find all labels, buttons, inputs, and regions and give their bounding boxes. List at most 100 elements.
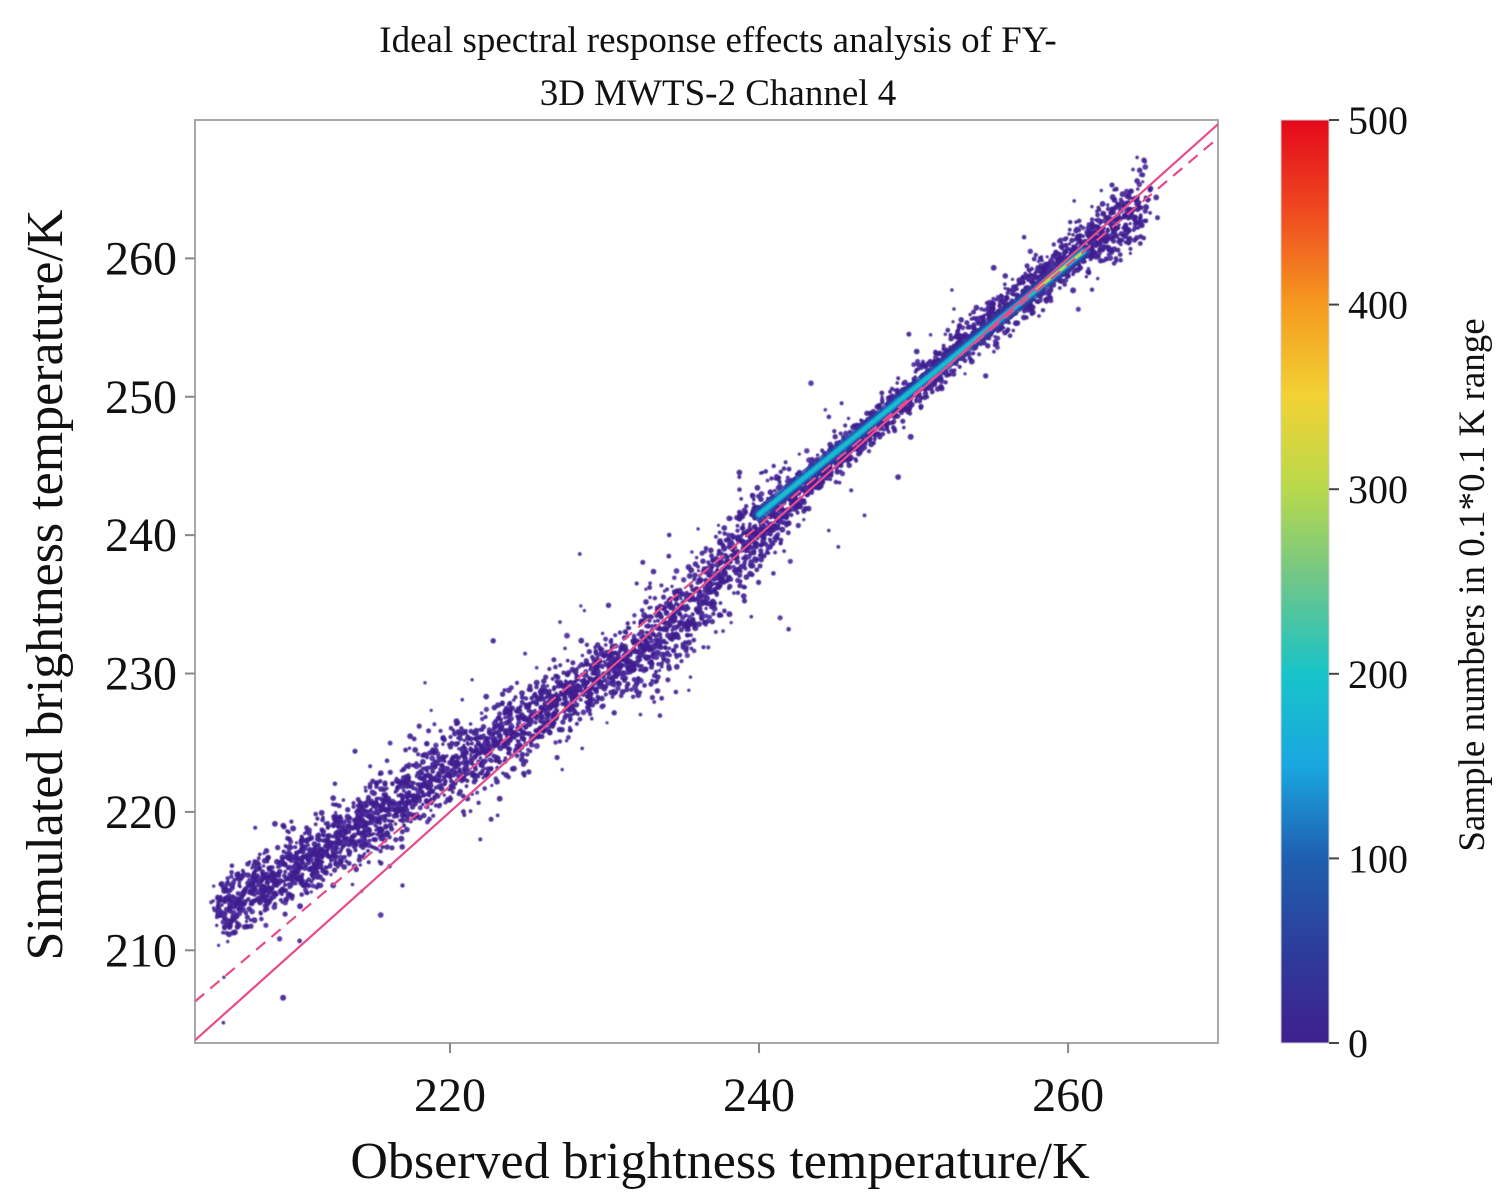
scatter-point xyxy=(641,612,648,619)
scatter-point xyxy=(632,684,638,690)
scatter-point xyxy=(438,757,444,763)
scatter-point xyxy=(477,771,483,776)
scatter-point xyxy=(620,675,625,679)
scatter-point xyxy=(602,659,606,664)
scatter-point xyxy=(382,797,387,802)
scatter-point xyxy=(758,556,764,563)
scatter-point xyxy=(514,680,520,686)
scatter-point xyxy=(670,628,674,632)
scatter-point xyxy=(511,765,517,772)
scatter-point xyxy=(417,805,423,811)
scatter-point xyxy=(741,531,746,536)
scatter-point xyxy=(680,644,687,650)
scatter-point xyxy=(599,695,605,702)
scatter-point xyxy=(648,664,655,670)
scatter-point xyxy=(619,689,626,695)
scatter-point xyxy=(377,912,384,918)
scatter-point xyxy=(417,787,423,792)
scatter-point xyxy=(518,704,523,709)
scatter-point xyxy=(939,385,943,389)
scatter-point xyxy=(467,758,474,765)
scatter-point xyxy=(383,816,388,821)
scatter-point xyxy=(563,680,569,686)
scatter-point xyxy=(215,923,219,928)
scatter-point xyxy=(393,822,398,826)
scatter-point xyxy=(722,608,727,614)
scatter-point xyxy=(735,528,740,533)
scatter-point xyxy=(721,629,725,633)
scatter-point xyxy=(436,803,442,809)
scatter-point xyxy=(562,715,568,721)
scatter-point xyxy=(687,688,691,692)
scatter-point xyxy=(297,938,302,944)
scatter-point xyxy=(1099,188,1104,193)
scatter-point xyxy=(494,719,499,724)
scatter-point xyxy=(662,651,667,657)
scatter-point xyxy=(769,476,774,481)
scatter-point xyxy=(226,931,233,938)
scatter-point xyxy=(777,615,783,621)
scatter-point xyxy=(256,862,262,867)
scatter-point xyxy=(282,911,288,917)
scatter-point xyxy=(763,469,769,474)
scatter-point xyxy=(779,526,786,533)
scatter-point xyxy=(758,496,764,503)
scatter-point xyxy=(631,633,637,639)
scatter-point xyxy=(1109,232,1114,237)
scatter-point xyxy=(523,724,529,730)
scatter-point xyxy=(663,601,668,606)
scatter-point xyxy=(453,718,460,725)
scatter-point xyxy=(391,813,397,819)
scatter-point xyxy=(1096,205,1101,210)
scatter-point xyxy=(557,739,563,744)
scatter-point xyxy=(379,832,386,839)
scatter-point xyxy=(1115,225,1121,231)
scatter-point xyxy=(526,731,532,737)
scatter-point xyxy=(404,826,410,833)
scatter-point xyxy=(375,832,380,837)
scatter-point xyxy=(673,663,680,670)
scatter-point xyxy=(943,380,948,385)
scatter-point xyxy=(722,569,728,575)
scatter-point xyxy=(977,352,982,357)
scatter-point xyxy=(1124,194,1130,199)
scatter-point xyxy=(588,667,593,672)
scatter-point xyxy=(750,563,756,569)
scatter-point xyxy=(600,631,605,636)
scatter-point xyxy=(1134,178,1140,184)
scatter-point xyxy=(1035,265,1040,270)
scatter-point xyxy=(1100,239,1104,244)
scatter-point xyxy=(653,633,658,639)
scatter-point xyxy=(290,825,297,832)
scatter-point xyxy=(455,729,461,734)
scatter-point xyxy=(1093,254,1100,260)
scatter-point xyxy=(666,532,672,538)
scatter-point xyxy=(580,653,585,658)
scatter-point xyxy=(577,664,582,669)
scatter-point xyxy=(739,497,744,501)
scatter-point xyxy=(749,614,754,619)
scatter-point xyxy=(298,903,303,909)
scatter-point xyxy=(990,264,997,271)
scatter-point xyxy=(1068,219,1073,225)
scatter-point xyxy=(1141,218,1146,223)
scatter-point xyxy=(226,939,230,944)
scatter-point xyxy=(460,809,466,815)
scatter-point xyxy=(760,470,765,475)
scatter-point xyxy=(727,574,732,580)
scatter-point xyxy=(749,492,756,499)
scatter-point xyxy=(222,917,227,921)
scatter-point xyxy=(653,679,659,685)
scatter-point xyxy=(219,881,225,887)
scatter-point xyxy=(833,479,839,485)
scatter-point xyxy=(735,577,741,584)
scatter-point xyxy=(248,882,252,887)
scatter-point xyxy=(420,753,426,758)
scatter-point xyxy=(247,877,252,883)
scatter-point xyxy=(1024,263,1030,269)
scatter-point xyxy=(449,787,453,792)
scatter-point xyxy=(696,577,702,583)
scatter-point xyxy=(611,682,617,688)
scatter-point xyxy=(217,899,222,904)
scatter-point xyxy=(633,648,640,655)
